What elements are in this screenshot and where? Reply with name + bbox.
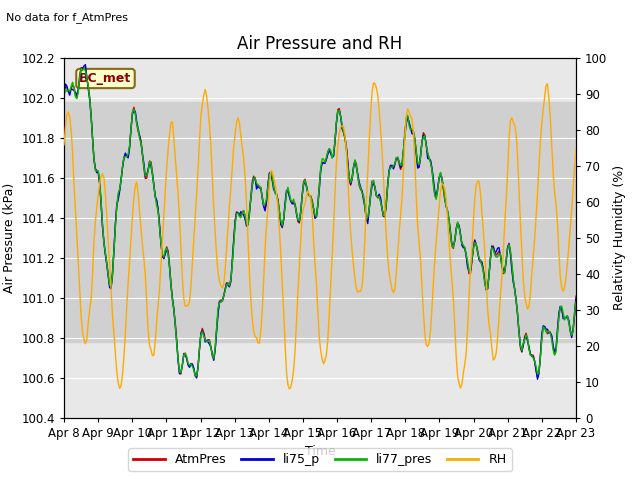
Title: Air Pressure and RH: Air Pressure and RH — [237, 35, 403, 53]
Bar — [64, 102, 576, 342]
Text: BC_met: BC_met — [79, 72, 132, 85]
Y-axis label: Relativity Humidity (%): Relativity Humidity (%) — [613, 165, 626, 310]
Y-axis label: Air Pressure (kPa): Air Pressure (kPa) — [3, 182, 16, 293]
X-axis label: Time: Time — [305, 445, 335, 458]
Legend: AtmPres, li75_p, li77_pres, RH: AtmPres, li75_p, li77_pres, RH — [129, 448, 511, 471]
Text: No data for f_AtmPres: No data for f_AtmPres — [6, 12, 129, 23]
